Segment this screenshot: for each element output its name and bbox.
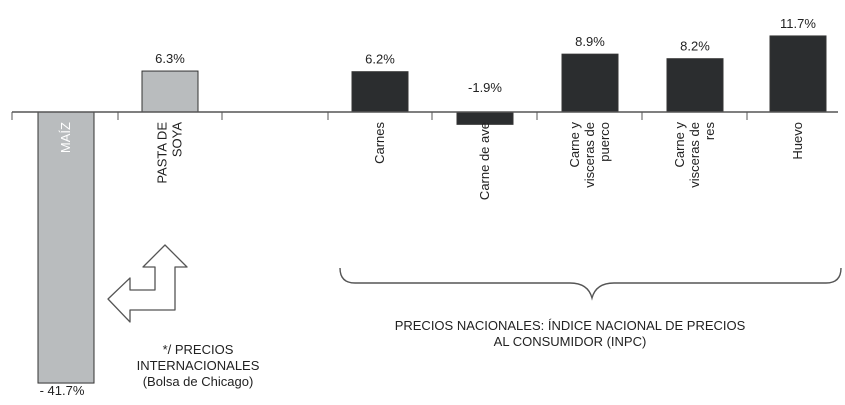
category-label-line: puerco: [597, 122, 612, 162]
value-label: 8.2%: [680, 39, 710, 54]
category-label-line: Carnes: [372, 122, 387, 164]
category-label-line: Carne y: [567, 122, 582, 168]
value-label: -1.9%: [468, 80, 502, 95]
curly-brace-icon: [339, 267, 842, 301]
international-note: */ PRECIOS INTERNACIONALES (Bolsa de Chi…: [118, 342, 278, 390]
category-label-line: Carne de ave: [477, 122, 492, 200]
bar: [666, 58, 724, 113]
note-line: INTERNACIONALES: [136, 358, 260, 373]
value-label: 8.9%: [575, 34, 605, 49]
value-label: 6.2%: [365, 52, 395, 67]
category-label-line: Carne y: [672, 122, 687, 168]
category-label: MAÍZ: [58, 122, 73, 153]
note-line: PRECIOS NACIONALES: ÍNDICE NACIONAL DE P…: [394, 318, 746, 333]
bar: [141, 70, 199, 113]
value-label: 6.3%: [155, 51, 185, 66]
note-line: (Bolsa de Chicago): [142, 374, 254, 389]
category-label-line: visceras de: [582, 122, 597, 188]
category-labels: MAÍZ PASTA DESOYA Carnes Carne de ave Carne …: [58, 122, 805, 201]
category-label: Carnes: [372, 122, 387, 164]
bar: [769, 35, 827, 113]
category-label-line: MAÍZ: [58, 122, 73, 153]
national-note: PRECIOS NACIONALES: ÍNDICE NACIONAL DE P…: [330, 318, 810, 350]
bar: [37, 111, 95, 384]
category-label-line: visceras de: [687, 122, 702, 188]
category-label-line: res: [702, 122, 717, 141]
x-axis: [11, 111, 838, 120]
note-line: AL CONSUMIDOR (INPC): [493, 334, 647, 349]
bars: [37, 35, 827, 384]
double-arrow-icon: [107, 244, 188, 323]
note-line: */ PRECIOS: [162, 342, 234, 357]
category-label-line: SOYA: [170, 122, 185, 157]
bar: [351, 71, 409, 113]
category-label: PASTA DESOYA: [155, 122, 185, 184]
value-label: - 41.7%: [40, 383, 85, 398]
category-label-line: Huevo: [790, 122, 805, 160]
category-label: Carne de ave: [477, 122, 492, 200]
value-labels: - 41.7% 6.3% 6.2% -1.9% 8.9% 8.2% 11.7%: [40, 16, 817, 398]
bar: [561, 53, 619, 113]
value-label: 11.7%: [780, 16, 816, 31]
category-label: Huevo: [790, 122, 805, 160]
category-label: Carne yvisceras depuerco: [567, 122, 612, 188]
category-label: Carne yvisceras deres: [672, 122, 717, 188]
category-label-line: PASTA DE: [155, 122, 170, 184]
